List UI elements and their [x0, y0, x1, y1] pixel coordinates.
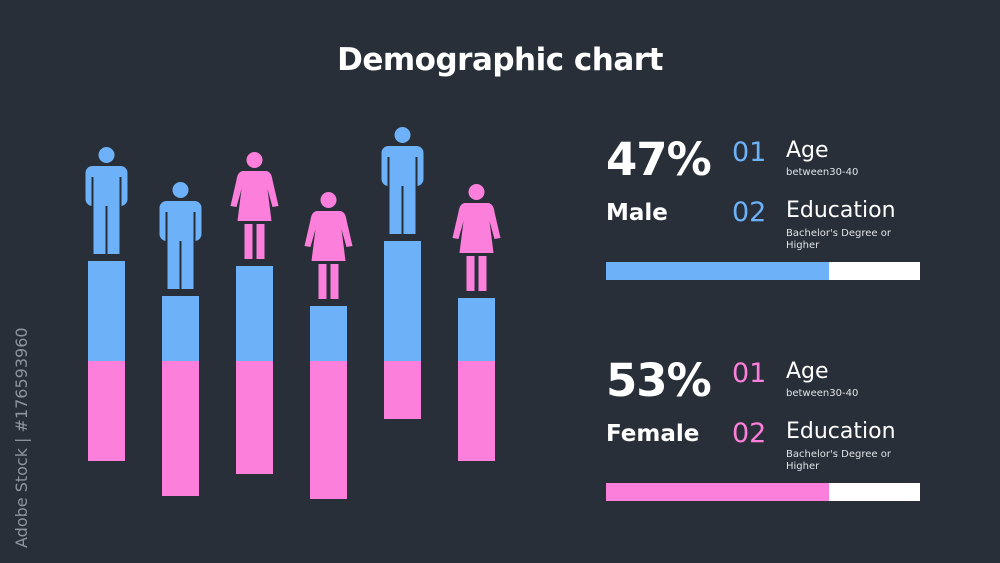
male-item-1-number: 01 — [732, 137, 767, 168]
male-bar-segment — [384, 241, 421, 361]
stock-watermark: Adobe Stock | #176593960 — [12, 327, 31, 548]
female-percent: 53% — [606, 354, 712, 407]
female-leg — [330, 264, 339, 299]
female-gender-label: Female — [606, 421, 700, 447]
female-leg — [318, 264, 327, 299]
female-head — [320, 192, 337, 208]
female-item-1-sub: between30-40 — [786, 388, 859, 399]
male-leg — [93, 199, 106, 254]
male-arm-gap — [165, 212, 168, 244]
chart-column-3 — [230, 152, 279, 474]
female-bar-segment — [458, 361, 495, 461]
male-arm-gap — [119, 177, 122, 209]
male-head — [98, 147, 115, 163]
female-progress-track — [606, 483, 920, 501]
female-leg — [244, 224, 253, 259]
female-bar-segment — [310, 361, 347, 499]
female-item-1-label: Age — [786, 359, 829, 384]
male-item-2-label: Education — [786, 198, 896, 223]
female-bar-segment — [384, 361, 421, 419]
male-leg — [167, 234, 180, 289]
female-bar-segment — [162, 361, 199, 496]
chart-column-6 — [452, 184, 501, 461]
male-panel: 47% Male 01 Age between30-40 02 Educatio… — [606, 136, 920, 296]
female-item-2-sub: Bachelor's Degree or Higher — [786, 449, 891, 472]
female-dress — [452, 203, 501, 253]
demographic-bar-chart — [85, 127, 501, 499]
male-bar-segment — [236, 266, 273, 361]
chart-column-1 — [85, 147, 128, 461]
male-arm-gap — [91, 177, 94, 209]
male-item-2-sub: Bachelor's Degree or Higher — [786, 228, 891, 251]
male-body — [159, 201, 202, 241]
male-body — [381, 146, 424, 186]
female-item-1-number: 01 — [732, 358, 767, 389]
female-leg — [466, 256, 475, 291]
female-dress — [304, 211, 353, 261]
male-body — [85, 166, 128, 206]
male-item-1-sub: between30-40 — [786, 167, 859, 178]
female-leg — [256, 224, 265, 259]
female-progress-fill — [606, 483, 829, 501]
male-bar-segment — [310, 306, 347, 361]
male-gender-label: Male — [606, 200, 668, 226]
male-progress-track — [606, 262, 920, 280]
male-progress-fill — [606, 262, 829, 280]
chart-column-2 — [159, 182, 202, 496]
male-bar-segment — [458, 298, 495, 361]
page-title: Demographic chart — [337, 42, 663, 78]
male-head — [394, 127, 411, 143]
female-panel: 53% Female 01 Age between30-40 02 Educat… — [606, 357, 920, 517]
female-dress — [230, 171, 279, 221]
female-head — [246, 152, 263, 168]
chart-column-5 — [381, 127, 424, 419]
female-head — [468, 184, 485, 200]
female-item-2-number: 02 — [732, 418, 767, 449]
male-arm-gap — [387, 157, 390, 189]
male-leg — [107, 199, 120, 254]
male-head — [172, 182, 189, 198]
male-item-1-label: Age — [786, 138, 829, 163]
male-arm-gap — [415, 157, 418, 189]
female-bar-segment — [88, 361, 125, 461]
male-percent: 47% — [606, 133, 712, 186]
male-bar-segment — [162, 296, 199, 361]
male-leg — [389, 179, 402, 234]
female-leg — [478, 256, 487, 291]
female-bar-segment — [236, 361, 273, 474]
chart-column-4 — [304, 192, 353, 499]
male-item-2-number: 02 — [732, 197, 767, 228]
male-leg — [403, 179, 416, 234]
male-arm-gap — [193, 212, 196, 244]
male-leg — [181, 234, 194, 289]
female-item-2-label: Education — [786, 419, 896, 444]
male-bar-segment — [88, 261, 125, 361]
